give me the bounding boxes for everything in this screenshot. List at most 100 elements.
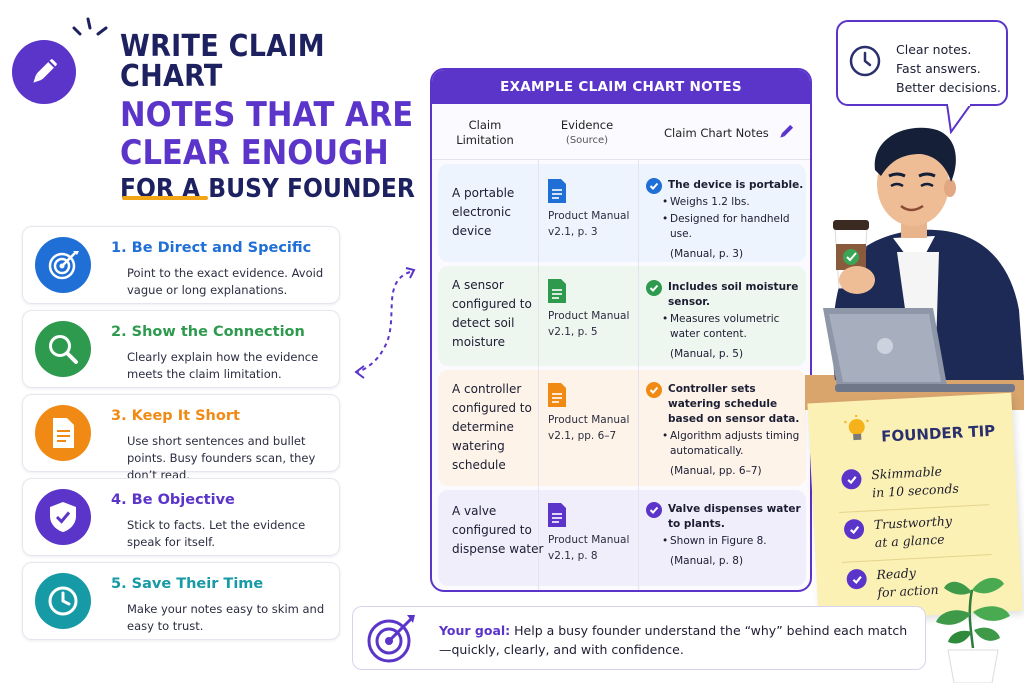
clock-icon [48, 586, 78, 616]
note-main-text: Includes soil moisture sensor. [668, 281, 799, 308]
founder-tip-title: FOUNDER TIP [880, 421, 996, 446]
column-divider [638, 160, 639, 590]
check-icon [843, 518, 865, 540]
founder-tip-label-line2: at a glance [874, 531, 945, 551]
target-arrow-icon [367, 615, 415, 663]
title-line-2: NOTES THAT ARE [120, 95, 414, 135]
tip-badge [35, 321, 91, 377]
goal-lead: Your goal: [439, 623, 511, 638]
bubble-line-2: Fast answers. [896, 61, 981, 76]
evidence-source: Product Manual v2.1, p. 8 [548, 534, 630, 562]
claim-row-3: A controller configured to determine wat… [438, 370, 806, 486]
check-icon [646, 280, 662, 296]
example-panel: EXAMPLE CLAIM CHART NOTES Claim Limitati… [430, 68, 812, 592]
title-underline [122, 196, 208, 200]
col-head-evidence-label: Evidence [560, 118, 614, 132]
clock-icon [849, 45, 881, 77]
claim-limitation: A portable electronic device [452, 186, 515, 238]
check-icon [840, 468, 862, 490]
lightbulb-icon [844, 414, 869, 441]
note-main-text: Valve dispenses water to plants. [668, 503, 801, 530]
col-head-notes: Claim Chart Notes [664, 126, 769, 140]
tip-badge [35, 405, 91, 461]
panel-header: EXAMPLE CLAIM CHART NOTES [432, 70, 810, 104]
evidence-source: Product Manual v2.1, pp. 6–7 [548, 414, 630, 442]
target-icon [48, 251, 79, 280]
claim-limitation: A sensor configured to detect soil moist… [452, 278, 532, 349]
title-line-3: CLEAR ENOUGH [120, 133, 389, 173]
tip-card-time: 5. Save Their Time Make your notes easy … [22, 562, 340, 640]
column-headers: Claim Limitation Evidence (Source) Claim… [432, 104, 810, 160]
magnifier-icon [49, 335, 78, 364]
note-main: Includes soil moisture sensor. [646, 280, 806, 310]
founder-tip-note: FOUNDER TIP Skimmable in 10 seconds Trus… [807, 392, 1023, 622]
claim-notes: Controller sets watering schedule based … [646, 382, 806, 479]
check-icon [846, 568, 868, 590]
bubble-line-1: Clear notes. [896, 42, 972, 57]
note-main-text: The device is portable. [668, 179, 804, 191]
shield-check-icon [50, 502, 76, 532]
note-bullet: Algorithm adjusts timing automatically. [646, 429, 806, 459]
bubble-text: Clear notes. Fast answers. Better decisi… [896, 40, 1001, 97]
founder-tip-item: Ready for action [846, 559, 1006, 600]
check-icon [646, 502, 662, 518]
check-icon [646, 178, 662, 194]
tip-title: 3. Keep It Short [111, 408, 240, 424]
goal-box: Your goal: Help a busy founder understan… [352, 606, 926, 670]
note-divider [839, 504, 990, 513]
tip-description: Clearly explain how the evidence meets t… [127, 350, 319, 381]
tip-badge [35, 489, 91, 545]
document-icon [53, 418, 74, 448]
pencil-icon [780, 124, 794, 138]
note-citation: (Manual, p. 3) [670, 248, 744, 260]
evidence-source: Product Manual v2.1, p. 3 [548, 210, 630, 238]
founder-illustration [805, 127, 1024, 410]
speech-bubble: Clear notes. Fast answers. Better decisi… [836, 20, 1008, 106]
claim-row-1: A portable electronic device Product Man… [438, 164, 806, 262]
page-title: WRITE CLAIM CHART NOTES THAT ARE CLEAR E… [120, 32, 420, 203]
bubble-line-3: Better decisions. [896, 80, 1001, 95]
note-bullet: Shown in Figure 8. [646, 534, 806, 549]
note-citation: (Manual, pp. 6–7) [670, 465, 762, 477]
tip-title: 2. Show the Connection [111, 324, 305, 340]
bubble-tail [945, 104, 973, 134]
tip-badge [35, 237, 91, 293]
note-divider [841, 554, 992, 563]
tip-description: Make your notes easy to skim and easy to… [127, 602, 325, 633]
note-bullet: Weighs 1.2 lbs. [646, 195, 806, 210]
col-head-evidence-sub: (Source) [565, 135, 609, 146]
tip-description: Point to the exact evidence. Avoid vague… [127, 266, 324, 297]
note-main-text: Controller sets watering schedule based … [668, 383, 800, 425]
col-head-limitation: Claim Limitation [456, 118, 514, 147]
claim-limitation: A controller configured to determine wat… [452, 382, 532, 472]
claim-row-4: A valve configured to dispense water Pro… [438, 490, 806, 586]
tip-card-connection: 2. Show the Connection Clearly explain h… [22, 310, 340, 388]
tip-description: Use short sentences and bullet points. B… [127, 434, 316, 482]
plant-illustration [936, 577, 1010, 683]
document-icon [548, 383, 566, 407]
tip-description: Stick to facts. Let the evidence speak f… [127, 518, 306, 549]
founder-tip-item: Skimmable in 10 seconds [840, 459, 1001, 500]
tip-card-direct: 1. Be Direct and Specific Point to the e… [22, 226, 340, 304]
check-icon [646, 382, 662, 398]
tip-badge [35, 573, 91, 629]
document-icon [548, 279, 566, 303]
evidence-source: Product Manual v2.1, p. 5 [548, 310, 630, 338]
note-main: Valve dispenses water to plants. [646, 502, 806, 532]
title-badge [12, 40, 76, 104]
pencil-icon [33, 59, 57, 83]
note-citation: (Manual, p. 5) [670, 348, 744, 360]
founder-tip-label: Trustworthy at a glance [873, 512, 953, 552]
note-bullet: Measures volumetric water content. [646, 312, 806, 342]
note-bullet: Designed for handheld use. [646, 212, 806, 242]
claim-row-2: A sensor configured to detect soil moist… [438, 266, 806, 366]
note-main: Controller sets watering schedule based … [646, 382, 806, 427]
tip-card-short: 3. Keep It Short Use short sentences and… [22, 394, 340, 482]
column-divider [538, 160, 539, 590]
claim-notes: Valve dispenses water to plants. Shown i… [646, 502, 806, 569]
claim-notes: Includes soil moisture sensor. Measures … [646, 280, 806, 362]
dashed-arrow-connector [354, 267, 416, 379]
founder-tip-label-line2: in 10 seconds [871, 480, 960, 501]
tip-title: 1. Be Direct and Specific [111, 240, 312, 256]
note-main: The device is portable. [646, 178, 806, 194]
